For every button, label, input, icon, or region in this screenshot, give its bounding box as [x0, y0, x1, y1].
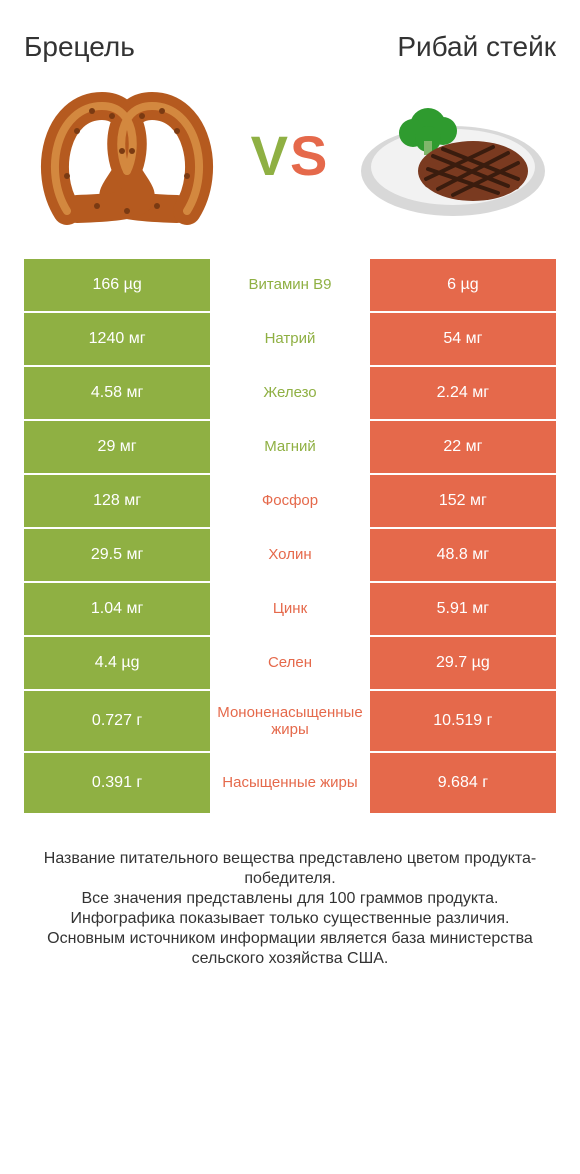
comparison-table: 166 µgВитамин B96 µg1240 мгНатрий54 мг4.… — [24, 259, 556, 813]
value-right: 5.91 мг — [370, 583, 556, 635]
value-right: 2.24 мг — [370, 367, 556, 419]
pretzel-image — [32, 81, 222, 231]
table-row: 4.4 µgСелен29.7 µg — [24, 637, 556, 689]
value-left: 29 мг — [24, 421, 210, 473]
steak-meat-icon — [418, 141, 528, 201]
value-right: 22 мг — [370, 421, 556, 473]
value-left: 1.04 мг — [24, 583, 210, 635]
table-row: 29 мгМагний22 мг — [24, 421, 556, 473]
image-row: VS — [24, 81, 556, 231]
value-right: 152 мг — [370, 475, 556, 527]
table-row: 0.391 гНасыщенные жиры9.684 г — [24, 753, 556, 813]
table-row: 4.58 мгЖелезо2.24 мг — [24, 367, 556, 419]
table-row: 1.04 мгЦинк5.91 мг — [24, 583, 556, 635]
nutrient-label: Мононенасыщенные жиры — [210, 691, 370, 751]
footer-line: Все значения представлены для 100 граммо… — [36, 889, 544, 909]
nutrient-label: Холин — [210, 529, 370, 581]
vs-v: V — [251, 124, 290, 187]
value-right: 10.519 г — [370, 691, 556, 751]
nutrient-label: Фосфор — [210, 475, 370, 527]
steak-image — [358, 81, 548, 231]
footer-notes: Название питательного вещества представл… — [24, 849, 556, 969]
title-left: Брецель — [24, 32, 263, 63]
nutrient-label: Витамин B9 — [210, 259, 370, 311]
value-left: 0.727 г — [24, 691, 210, 751]
steak-icon — [358, 91, 548, 221]
vs-label: VS — [251, 123, 330, 188]
nutrient-label: Селен — [210, 637, 370, 689]
nutrient-label: Железо — [210, 367, 370, 419]
value-right: 6 µg — [370, 259, 556, 311]
value-left: 0.391 г — [24, 753, 210, 813]
value-left: 29.5 мг — [24, 529, 210, 581]
value-left: 128 мг — [24, 475, 210, 527]
nutrient-label: Магний — [210, 421, 370, 473]
value-left: 1240 мг — [24, 313, 210, 365]
table-row: 128 мгФосфор152 мг — [24, 475, 556, 527]
nutrient-label: Натрий — [210, 313, 370, 365]
infographic-container: Брецель Рибай стейк — [0, 0, 580, 989]
pretzel-icon — [37, 81, 217, 231]
value-right: 29.7 µg — [370, 637, 556, 689]
footer-line: Основным источником информации является … — [36, 929, 544, 969]
value-left: 4.58 мг — [24, 367, 210, 419]
nutrient-label: Насыщенные жиры — [210, 753, 370, 813]
table-row: 1240 мгНатрий54 мг — [24, 313, 556, 365]
value-right: 54 мг — [370, 313, 556, 365]
table-row: 29.5 мгХолин48.8 мг — [24, 529, 556, 581]
title-right: Рибай стейк — [317, 32, 556, 63]
nutrient-label: Цинк — [210, 583, 370, 635]
value-right: 48.8 мг — [370, 529, 556, 581]
table-row: 166 µgВитамин B96 µg — [24, 259, 556, 311]
value-left: 4.4 µg — [24, 637, 210, 689]
titles-row: Брецель Рибай стейк — [24, 32, 556, 63]
value-right: 9.684 г — [370, 753, 556, 813]
table-row: 0.727 гМононенасыщенные жиры10.519 г — [24, 691, 556, 751]
vs-s: S — [290, 124, 329, 187]
footer-line: Название питательного вещества представл… — [36, 849, 544, 889]
footer-line: Инфографика показывает только существенн… — [36, 909, 544, 929]
value-left: 166 µg — [24, 259, 210, 311]
